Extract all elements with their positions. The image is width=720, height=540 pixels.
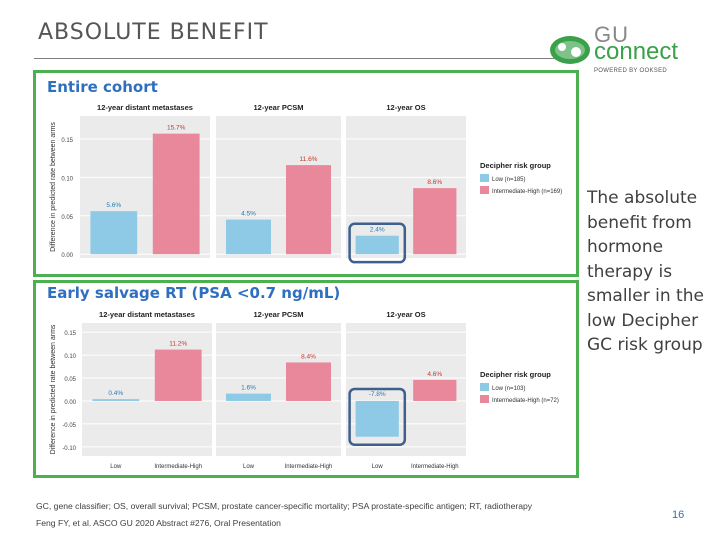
data-label: 11.2%	[169, 341, 187, 348]
panel-title: 12-year OS	[386, 103, 425, 112]
bar-intermediate-high	[286, 362, 331, 401]
panel-title: 12-year distant metastases	[99, 310, 195, 319]
side-note: The absolute benefit from hormone therap…	[587, 188, 704, 355]
category-label: Low	[372, 464, 384, 470]
legend-swatch	[480, 174, 489, 182]
y-tick-label: -0.05	[62, 423, 76, 429]
bar-low	[355, 400, 399, 437]
y-tick-label: 0.10	[61, 176, 73, 182]
gu-connect-logo: GU connect POWERED BY OOKSED	[548, 22, 698, 78]
category-label: Low	[110, 464, 122, 470]
data-label: 11.6%	[300, 156, 318, 163]
legend-entry: Low (n=103)	[492, 386, 526, 392]
category-label: Intermediate-High	[285, 464, 333, 470]
y-axis-label: Difference in predicted rate between arm…	[50, 324, 57, 454]
highlight-box	[348, 387, 407, 446]
title-rule	[34, 58, 582, 59]
category-label: Low	[243, 464, 255, 470]
bar-low	[355, 235, 399, 255]
early-salvage-title: Early salvage RT (PSA <0.7 ng/mL)	[47, 284, 341, 302]
bar-low	[92, 399, 140, 401]
data-label: 4.6%	[427, 371, 442, 378]
early-salvage-frame	[33, 280, 579, 478]
y-axis-label: Difference in predicted rate between arm…	[50, 122, 57, 252]
legend-entry: Intermediate-High (n=72)	[492, 398, 559, 404]
y-tick-label: 0.00	[64, 400, 76, 406]
data-label: 15.7%	[167, 125, 186, 132]
highlight-box	[348, 222, 407, 264]
category-label: Intermediate-High	[411, 464, 459, 470]
panel-title: 12-year PCSM	[253, 103, 303, 112]
data-label: 2.4%	[370, 227, 385, 234]
legend-title: Decipher risk group	[480, 370, 551, 379]
legend-swatch	[480, 186, 489, 194]
y-tick-label: 0.05	[64, 377, 76, 383]
footnote-citation: Feng FY, et al. ASCO GU 2020 Abstract #2…	[36, 518, 281, 528]
logo-emblem-icon	[550, 36, 590, 64]
footnote: GC, gene classifier; OS, overall surviva…	[36, 498, 532, 532]
data-label: 8.4%	[301, 353, 316, 360]
panel-title: 12-year OS	[386, 310, 425, 319]
bar-intermediate-high	[154, 349, 202, 401]
bar-low	[226, 219, 271, 255]
category-label: Intermediate-High	[154, 464, 202, 470]
panel-title: 12-year PCSM	[253, 310, 303, 319]
entire-cohort-title: Entire cohort	[47, 78, 158, 96]
bar-intermediate-high	[152, 133, 200, 255]
data-label: 0.4%	[108, 390, 123, 397]
y-tick-label: -0.10	[62, 446, 76, 452]
entire-cohort-frame	[33, 70, 579, 277]
bar-low	[226, 393, 271, 401]
data-label: -7.8%	[369, 391, 386, 398]
y-tick-label: 0.00	[61, 253, 73, 259]
logo-powered-text: POWERED BY OOKSED	[594, 68, 668, 74]
page-number: 16	[672, 509, 685, 521]
legend-swatch	[480, 383, 489, 391]
panel-title: 12-year distant metastases	[97, 103, 193, 112]
data-label: 8.6%	[427, 179, 442, 186]
legend-entry: Intermediate-High (n=169)	[492, 189, 562, 195]
legend-entry: Low (n=185)	[492, 177, 526, 183]
slide-title: ABSOLUTE BENEFIT	[38, 20, 269, 45]
data-label: 1.6%	[241, 385, 256, 392]
bar-intermediate-high	[413, 188, 457, 255]
bar-intermediate-high	[286, 165, 331, 255]
y-tick-label: 0.15	[64, 331, 76, 337]
logo-gu-text: GU	[594, 22, 629, 47]
y-tick-label: 0.10	[64, 354, 76, 360]
data-label: 4.5%	[241, 211, 256, 218]
footnote-abbreviations: GC, gene classifier; OS, overall surviva…	[36, 501, 533, 511]
data-label: 5.6%	[106, 202, 121, 209]
y-tick-label: 0.15	[61, 138, 73, 144]
legend-swatch	[480, 395, 489, 403]
legend-title: Decipher risk group	[480, 161, 551, 170]
bar-low	[90, 211, 138, 255]
y-tick-label: 0.05	[61, 215, 73, 221]
bar-intermediate-high	[413, 379, 457, 401]
logo-connect-text: connect	[594, 38, 679, 65]
